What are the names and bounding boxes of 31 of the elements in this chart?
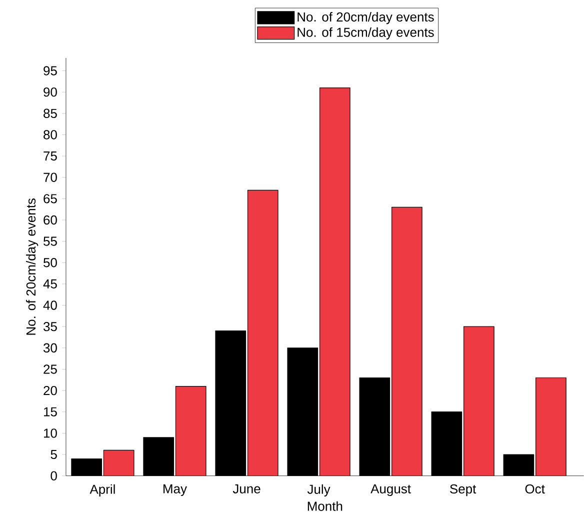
x-tick-label: July [307, 484, 330, 497]
x-tick-label: June [232, 484, 260, 494]
y-tick-label: 85 [44, 108, 57, 118]
x-tick-label: Oct [525, 484, 545, 494]
y-tick-label: 75 [44, 152, 57, 161]
y-tick-label: 55 [44, 236, 57, 246]
x-axis-title: Month [308, 501, 342, 511]
y-tick-label: 15 [44, 407, 57, 416]
legend-label: No. of 20cm/day events [298, 12, 434, 24]
legend-label: No. of 15cm/day events [298, 27, 434, 40]
y-tick-label: 80 [44, 130, 57, 140]
y-tick-label: 25 [44, 364, 57, 374]
y-tick-label: 20 [44, 386, 57, 396]
y-tick-label: 70 [44, 172, 57, 182]
y-tick-label: 45 [43, 280, 57, 289]
x-tick-label: April [90, 484, 115, 497]
x-tick-label: May [164, 484, 187, 496]
y-tick-label: 65 [44, 194, 57, 204]
x-tick-label: August [370, 484, 411, 496]
y-tick-label: 90 [44, 88, 57, 97]
y-tick-label: 0 [50, 471, 57, 481]
y-tick-label: 10 [44, 428, 57, 438]
x-tick-label: Sept [450, 484, 476, 496]
y-tick-label: 40 [43, 300, 57, 310]
y-axis-title: No. of 20cm/day events [26, 198, 38, 335]
y-tick-label: 95 [44, 66, 57, 76]
y-tick-label: 5 [50, 450, 57, 460]
y-tick-label: 35 [44, 322, 57, 332]
y-tick-label: 60 [44, 215, 57, 225]
y-tick-label: 50 [44, 258, 57, 268]
y-tick-label: 30 [44, 343, 57, 353]
